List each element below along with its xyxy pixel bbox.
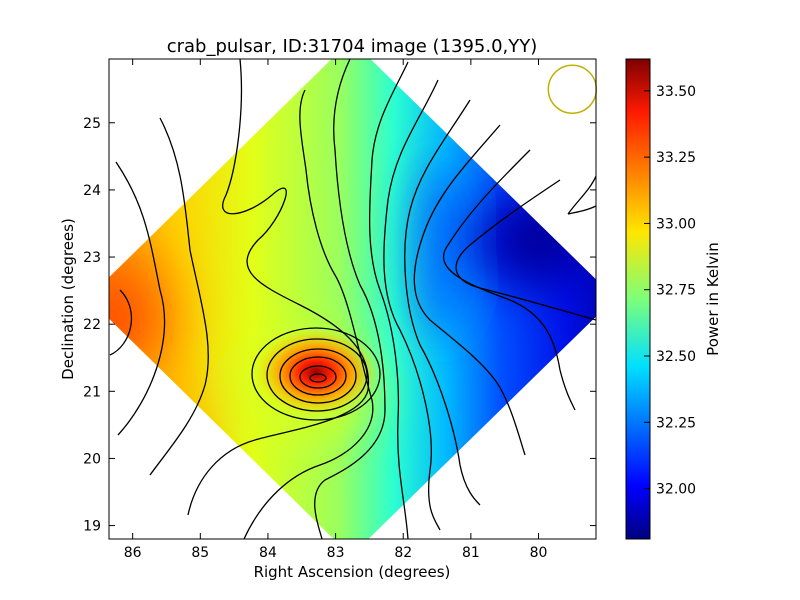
- contour-line: [149, 117, 209, 476]
- colorbar-tick-label: 33.50: [656, 84, 696, 100]
- colorbar-label: Power in Kelvin: [704, 242, 722, 356]
- colorbar-tick-label: 33.00: [656, 216, 696, 232]
- x-tick-label: 80: [530, 545, 548, 561]
- x-tick-label: 85: [191, 545, 209, 561]
- y-tick-label: 19: [83, 519, 101, 535]
- contour-line: [413, 124, 526, 456]
- contour-line: [309, 373, 327, 383]
- x-tick-label: 86: [124, 545, 142, 561]
- contour-line: [368, 61, 409, 539]
- colorbar-tick-label: 32.75: [656, 283, 696, 299]
- y-tick-label: 25: [83, 116, 101, 132]
- contour-line: [279, 348, 357, 404]
- y-tick-label: 23: [83, 250, 101, 266]
- x-tick-label: 81: [462, 545, 480, 561]
- contour-line: [442, 149, 576, 411]
- contour-line: [289, 356, 347, 396]
- heatmap: [109, 59, 596, 539]
- colorbar-tick-label: 32.50: [656, 349, 696, 365]
- contour-line: [455, 179, 596, 321]
- colorbar-tick-label: 32.25: [656, 415, 696, 431]
- plot-frame: [108, 58, 597, 540]
- y-axis-label: Declination (degrees): [59, 218, 77, 380]
- contour-line: [187, 59, 370, 516]
- x-tick-label: 83: [327, 545, 345, 561]
- contour-line: [299, 365, 337, 389]
- y-tick-label: 22: [83, 317, 101, 333]
- contour-line: [567, 175, 596, 215]
- y-axis-ticks: 19 20 21 22 23 24 25: [83, 116, 596, 535]
- y-tick-label: 24: [83, 183, 101, 199]
- beam-marker: [547, 64, 598, 114]
- contour-line: [314, 59, 386, 539]
- contour-line: [243, 89, 374, 539]
- colorbar: [625, 58, 651, 540]
- chart-title: crab_pulsar, ID:31704 image (1395.0,YY): [167, 36, 538, 57]
- x-axis-ticks: 86 85 84 83 82 81 80: [124, 59, 548, 561]
- contour-line: [109, 289, 133, 356]
- contour-line: [115, 161, 166, 436]
- contour-line: [266, 338, 368, 412]
- y-tick-label: 21: [83, 384, 101, 400]
- contour-lines: [109, 59, 596, 539]
- colorbar-tick-label: 32.00: [656, 482, 696, 498]
- warm-edge: [109, 210, 200, 430]
- x-axis-label: Right Ascension (degrees): [254, 563, 451, 581]
- contour-line: [251, 327, 381, 421]
- x-tick-label: 82: [394, 545, 412, 561]
- x-tick-label: 84: [259, 545, 277, 561]
- contour-line: [383, 79, 441, 531]
- contour-line: [404, 99, 481, 506]
- y-tick-label: 20: [83, 451, 101, 467]
- colorbar-tick-label: 33.25: [656, 150, 696, 166]
- colorbar-ticks: 32.00 32.25 32.50 32.75 33.00 33.25 33.50: [644, 84, 696, 498]
